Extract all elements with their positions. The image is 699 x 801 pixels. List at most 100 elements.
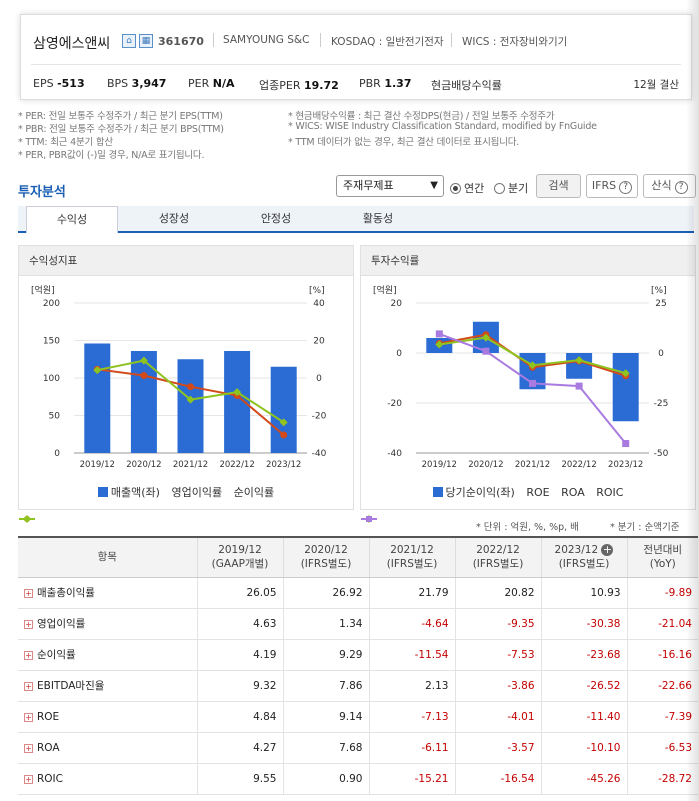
formula-help-button[interactable]: 산식? (643, 174, 696, 198)
table-cell: 9.29 (282, 639, 369, 671)
bar (177, 359, 204, 453)
data-point (139, 356, 148, 365)
table-cell: 10.93 (540, 577, 627, 609)
row-label-cell[interactable]: + ROA (18, 732, 197, 764)
table-cell: -7.13 (368, 701, 455, 733)
table-cell: -26.52 (540, 670, 627, 702)
add-column-icon[interactable]: + (601, 543, 614, 557)
data-point (93, 366, 102, 375)
statement-select-value: 주재무제표 (343, 179, 394, 192)
x-tick-label: 2022/12 (561, 460, 596, 470)
expand-icon[interactable]: + (24, 774, 33, 784)
expand-icon[interactable]: + (24, 743, 33, 753)
table-cell: -4.64 (368, 608, 455, 640)
tab-growth[interactable]: 성장성 (158, 212, 190, 225)
legend-item[interactable]: ROA (361, 486, 585, 523)
legend-item[interactable]: 영업이익률 (19, 484, 222, 522)
y-tick-label: -40 (387, 449, 402, 459)
kpi-eps: EPS -513 (33, 77, 85, 90)
y2-tick-label: -25 (654, 399, 669, 409)
table-cell: -16.16 (626, 639, 698, 671)
company-name: 삼영에스앤씨 (33, 36, 111, 52)
row-label-cell[interactable]: + ROE (18, 701, 197, 733)
table-cell: -4.01 (454, 701, 541, 733)
note-ttm-missing: * TTM 데이터가 없는 경우, 최근 결산 데이터로 표시됩니다. (288, 137, 520, 148)
kpi-industry-per: 업종PER 19.72 (259, 79, 339, 92)
return-chart: [억원] [%] -40 -20 0 20 -50 -25 0 25 2019/12 2020/12 2… (373, 284, 669, 470)
expand-icon[interactable]: + (24, 620, 33, 629)
legend-bar-swatch (97, 487, 108, 497)
table-header-cell: 2019/12 (GAAP개별) (196, 536, 283, 578)
row-label-cell[interactable]: + 매출총이익률 (18, 577, 197, 609)
profitability-chart: [억원] [%] 0 50 100 150 200 -40 -20 0 20 40 2019/12 202… (31, 284, 327, 470)
table-cell: 0.90 (282, 763, 369, 795)
chart-title: 투자수익률 (361, 246, 695, 276)
y-tick-label: 0 (54, 449, 60, 459)
radio-annual[interactable]: 연간 (450, 180, 484, 196)
y-tick-label: 150 (43, 337, 60, 347)
expand-icon[interactable]: + (24, 712, 33, 722)
data-point (186, 395, 195, 404)
row-label-cell[interactable]: + 순이익률 (18, 639, 197, 671)
search-button[interactable]: 검색 (536, 174, 581, 198)
table-cell: 9.14 (282, 701, 369, 733)
y2-tick-label: -50 (654, 449, 669, 459)
legend-item[interactable]: 매출액(좌) (97, 484, 160, 500)
table-header-row: 항목 2019/12 (GAAP개별) 2020/12 (IFRS별도) 2021/… (18, 536, 698, 578)
radio-quarter[interactable]: 분기 (494, 180, 528, 196)
legend-line-swatch (361, 516, 377, 522)
table-cell: 21.79 (368, 577, 455, 609)
row-label-cell[interactable]: + ROIC (18, 763, 197, 795)
table-cell: 7.86 (282, 670, 369, 702)
legend-item[interactable]: ROIC (361, 486, 623, 522)
home-icon[interactable]: ⌂ (122, 34, 136, 48)
table-header-cell: 2023/12 + (IFRS별도) (540, 536, 627, 578)
table-cell: 26.92 (282, 577, 369, 609)
x-tick-label: 2019/12 (80, 460, 115, 470)
y2-tick-label: 0 (658, 349, 664, 359)
chart-legend: 매출액(좌) 영업이익률 순이익률 (19, 484, 353, 523)
table-header-cell: 항목 (18, 536, 197, 578)
table-cell: -11.54 (368, 639, 455, 671)
legend-item[interactable]: ROE (361, 486, 550, 522)
table-cell: -15.21 (368, 763, 455, 795)
legend-item[interactable]: 순이익률 (19, 484, 274, 523)
y2-axis-unit: [%] (309, 286, 325, 296)
building-icon[interactable]: ▦ (139, 34, 153, 48)
data-point (481, 333, 490, 342)
table-cell: -7.53 (454, 639, 541, 671)
table-row: + 영업이익률 4.63 1.34 -4.64 -9.35 -30.38 -21.04 (18, 608, 698, 640)
ifrs-help-button[interactable]: IFRS? (586, 174, 638, 198)
table-header-cell: 2020/12 (IFRS별도) (282, 536, 369, 578)
legend-item[interactable]: 당기순이익(좌) (432, 484, 515, 500)
table-cell: -3.57 (454, 732, 541, 764)
bar (612, 353, 639, 422)
statement-select[interactable]: 주재무제표 ▼ (336, 175, 444, 197)
tab-activity[interactable]: 활동성 (362, 212, 394, 225)
expand-icon[interactable]: + (24, 589, 33, 598)
tab-profitability[interactable]: 수익성 (26, 206, 118, 233)
x-tick-label: 2021/12 (515, 460, 550, 470)
divider (31, 64, 681, 65)
table-cell: 4.19 (196, 639, 283, 671)
y-axis-unit: [억원] (373, 284, 397, 296)
tab-stability[interactable]: 안정성 (260, 212, 292, 225)
wics-label: WICS : 전자장비와기기 (462, 36, 568, 48)
table-header-cell: 2021/12 (IFRS별도) (368, 536, 455, 578)
table-cell: 9.55 (196, 763, 283, 795)
row-label-cell[interactable]: + EBITDA마진율 (18, 670, 197, 702)
y-tick-label: 20 (391, 299, 403, 309)
chart-panel-return: 투자수익률 [억원] [%] -40 -20 0 20 -50 -25 0 25 2019/12 20… (360, 245, 696, 523)
note-per: * PER: 전일 보통주 수정주가 / 최근 분기 EPS(TTM) (18, 111, 223, 122)
table-cell: -16.54 (454, 763, 541, 795)
bar (130, 351, 157, 453)
row-label-cell[interactable]: + 영업이익률 (18, 608, 197, 640)
data-point (528, 361, 537, 370)
bar (84, 343, 111, 453)
chevron-down-icon: ▼ (430, 180, 438, 191)
divider (320, 33, 321, 47)
table-cell: -10.10 (540, 732, 627, 764)
expand-icon[interactable]: + (24, 651, 33, 660)
data-point (280, 431, 288, 439)
expand-icon[interactable]: + (24, 682, 33, 691)
